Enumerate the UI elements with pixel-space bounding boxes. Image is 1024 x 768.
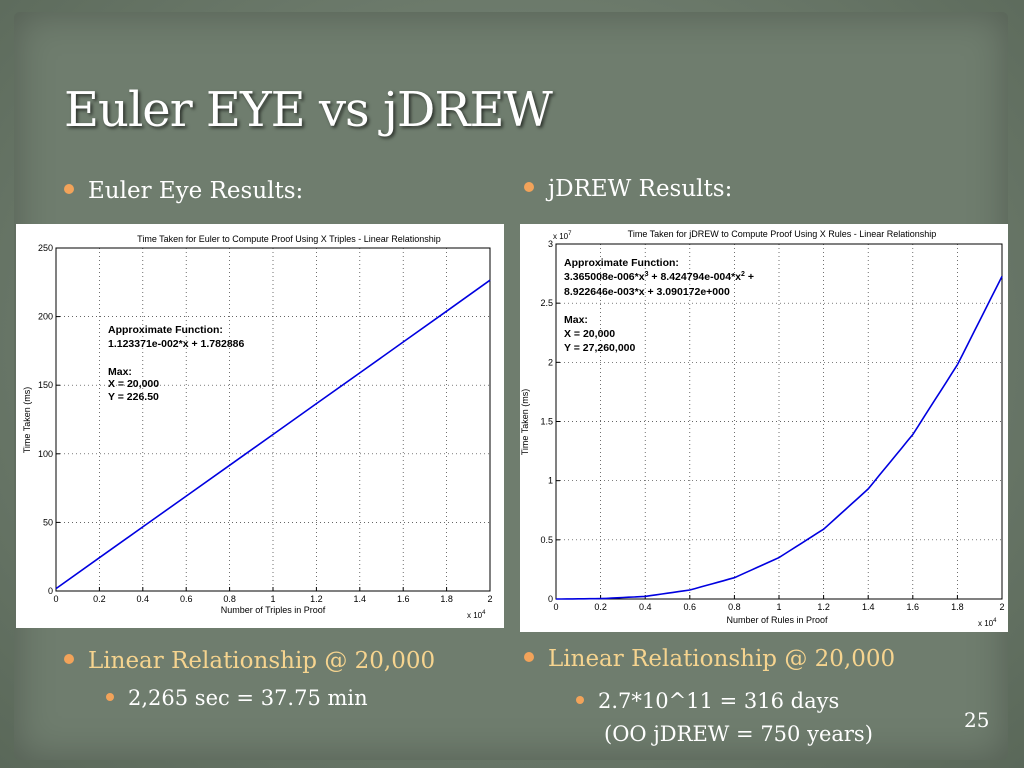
euler-x-tick-label: 0: [53, 594, 58, 604]
euler-x-tick-label: 2: [487, 594, 492, 604]
jdrew-x-tick-label: 0.2: [594, 602, 607, 612]
right-subpoint-line2: (OO jDREW = 750 years): [604, 722, 873, 746]
euler-chart: Time Taken for Euler to Compute Proof Us…: [16, 224, 504, 628]
euler-x-multiplier: x 104: [467, 610, 486, 620]
euler-y-axis-label: Time Taken (ms): [22, 387, 32, 454]
bullet-dot-icon: [576, 695, 584, 704]
bullet-dot-icon: [64, 184, 74, 194]
jdrew-x-tick-label: 0.8: [728, 602, 741, 612]
bullet-dot-icon: [524, 652, 534, 662]
euler-x-tick-label: 0.8: [223, 594, 236, 604]
page-number: 25: [964, 708, 990, 732]
euler-annotation-formula: 1.123371e-002*x + 1.782886: [108, 338, 244, 350]
euler-annotation-max: Max:: [108, 366, 132, 378]
jdrew-x-tick-label: 2: [999, 602, 1004, 612]
jdrew-annotation-formula-line2: 8.922646e-003*x + 3.090172e+000: [564, 286, 730, 298]
jdrew-y-axis-label: Time Taken (ms): [520, 389, 530, 456]
jdrew-x-tick-label: 1.4: [862, 602, 875, 612]
right-heading: jDREW Results:: [548, 176, 733, 202]
jdrew-x-tick-label: 0.4: [639, 602, 652, 612]
euler-annotation-heading: Approximate Function:: [108, 324, 223, 336]
jdrew-y-tick-label: 1: [548, 476, 553, 486]
right-heading-bullet: jDREW Results:: [524, 176, 732, 202]
euler-x-tick-label: 0.4: [137, 594, 150, 604]
euler-chart-svg: Time Taken for Euler to Compute Proof Us…: [22, 234, 493, 620]
jdrew-y-tick-label: 3: [548, 239, 553, 249]
euler-x-tick-label: 1.6: [397, 594, 410, 604]
jdrew-annotation-max-y: Y = 27,260,000: [564, 342, 635, 354]
jdrew-x-tick-label: 1.2: [817, 602, 830, 612]
jdrew-chart-title: Time Taken for jDREW to Compute Proof Us…: [628, 229, 937, 239]
euler-x-tick-label: 0.6: [180, 594, 193, 604]
euler-annotation-max-x: X = 20,000: [108, 378, 159, 390]
right-subpoint-line1: 2.7*10^11 = 316 days: [598, 689, 840, 713]
jdrew-annotation-max: Max:: [564, 314, 588, 326]
right-point: Linear Relationship @ 20,000: [548, 646, 896, 672]
jdrew-y-tick-label: 1.5: [540, 417, 553, 427]
euler-chart-title: Time Taken for Euler to Compute Proof Us…: [137, 234, 441, 244]
jdrew-x-tick-label: 1.8: [951, 602, 964, 612]
left-point-bullet: Linear Relationship @ 20,000: [64, 648, 435, 674]
euler-y-tick-label: 0: [48, 586, 53, 596]
jdrew-y-tick-label: 2.5: [540, 298, 553, 308]
euler-plot-frame: [55, 247, 491, 592]
bullet-dot-icon: [64, 654, 74, 664]
euler-y-tick-label: 150: [38, 380, 53, 390]
euler-x-tick-label: 1.2: [310, 594, 323, 604]
jdrew-series-line: [556, 276, 1003, 600]
euler-y-tick-label: 200: [38, 312, 53, 322]
jdrew-chart: Time Taken for jDREW to Compute Proof Us…: [520, 224, 1008, 632]
jdrew-x-tick-label: 1.6: [907, 602, 920, 612]
jdrew-x-tick-label: 1: [776, 602, 781, 612]
jdrew-y-multiplier: x 107: [553, 231, 572, 241]
left-subpoint-bullet: 2,265 sec = 37.75 min: [106, 686, 368, 710]
jdrew-x-tick-label: 0: [553, 602, 558, 612]
jdrew-y-tick-label: 0: [548, 594, 553, 604]
jdrew-y-tick-label: 2: [548, 357, 553, 367]
right-point-bullet: Linear Relationship @ 20,000: [524, 646, 895, 672]
euler-x-tick-label: 0.2: [93, 594, 106, 604]
jdrew-x-tick-label: 0.6: [684, 602, 697, 612]
jdrew-x-multiplier: x 104: [978, 618, 997, 628]
jdrew-annotation-formula-line1: 3.365008e-006*x3 + 8.424794e-004*x2 +: [564, 271, 754, 283]
euler-x-tick-label: 1.8: [440, 594, 453, 604]
euler-y-tick-label: 100: [38, 449, 53, 459]
jdrew-x-axis-label: Number of Rules in Proof: [726, 615, 828, 625]
left-point: Linear Relationship @ 20,000: [88, 648, 436, 674]
jdrew-annotation-heading: Approximate Function:: [564, 257, 679, 269]
jdrew-y-tick-label: 0.5: [540, 535, 553, 545]
jdrew-chart-svg: Time Taken for jDREW to Compute Proof Us…: [520, 229, 1005, 628]
euler-y-tick-label: 250: [38, 243, 53, 253]
slide-title: Euler EYE vs jDREW: [64, 82, 553, 138]
bullet-dot-icon: [524, 182, 534, 192]
left-heading-bullet: Euler Eye Results:: [64, 178, 303, 204]
jdrew-annotation-max-x: X = 20,000: [564, 328, 615, 340]
euler-x-axis-label: Number of Triples in Proof: [221, 605, 326, 615]
left-subpoint: 2,265 sec = 37.75 min: [128, 686, 368, 710]
bullet-dot-icon: [106, 692, 114, 701]
euler-x-tick-label: 1: [270, 594, 275, 604]
euler-series-line: [55, 279, 491, 590]
right-subpoint-bullet: 2.7*10^11 = 316 days: [576, 689, 839, 713]
euler-x-tick-label: 1.4: [354, 594, 367, 604]
euler-annotation-max-y: Y = 226.50: [108, 391, 159, 403]
euler-y-tick-label: 50: [43, 517, 53, 527]
left-heading: Euler Eye Results:: [88, 178, 304, 204]
